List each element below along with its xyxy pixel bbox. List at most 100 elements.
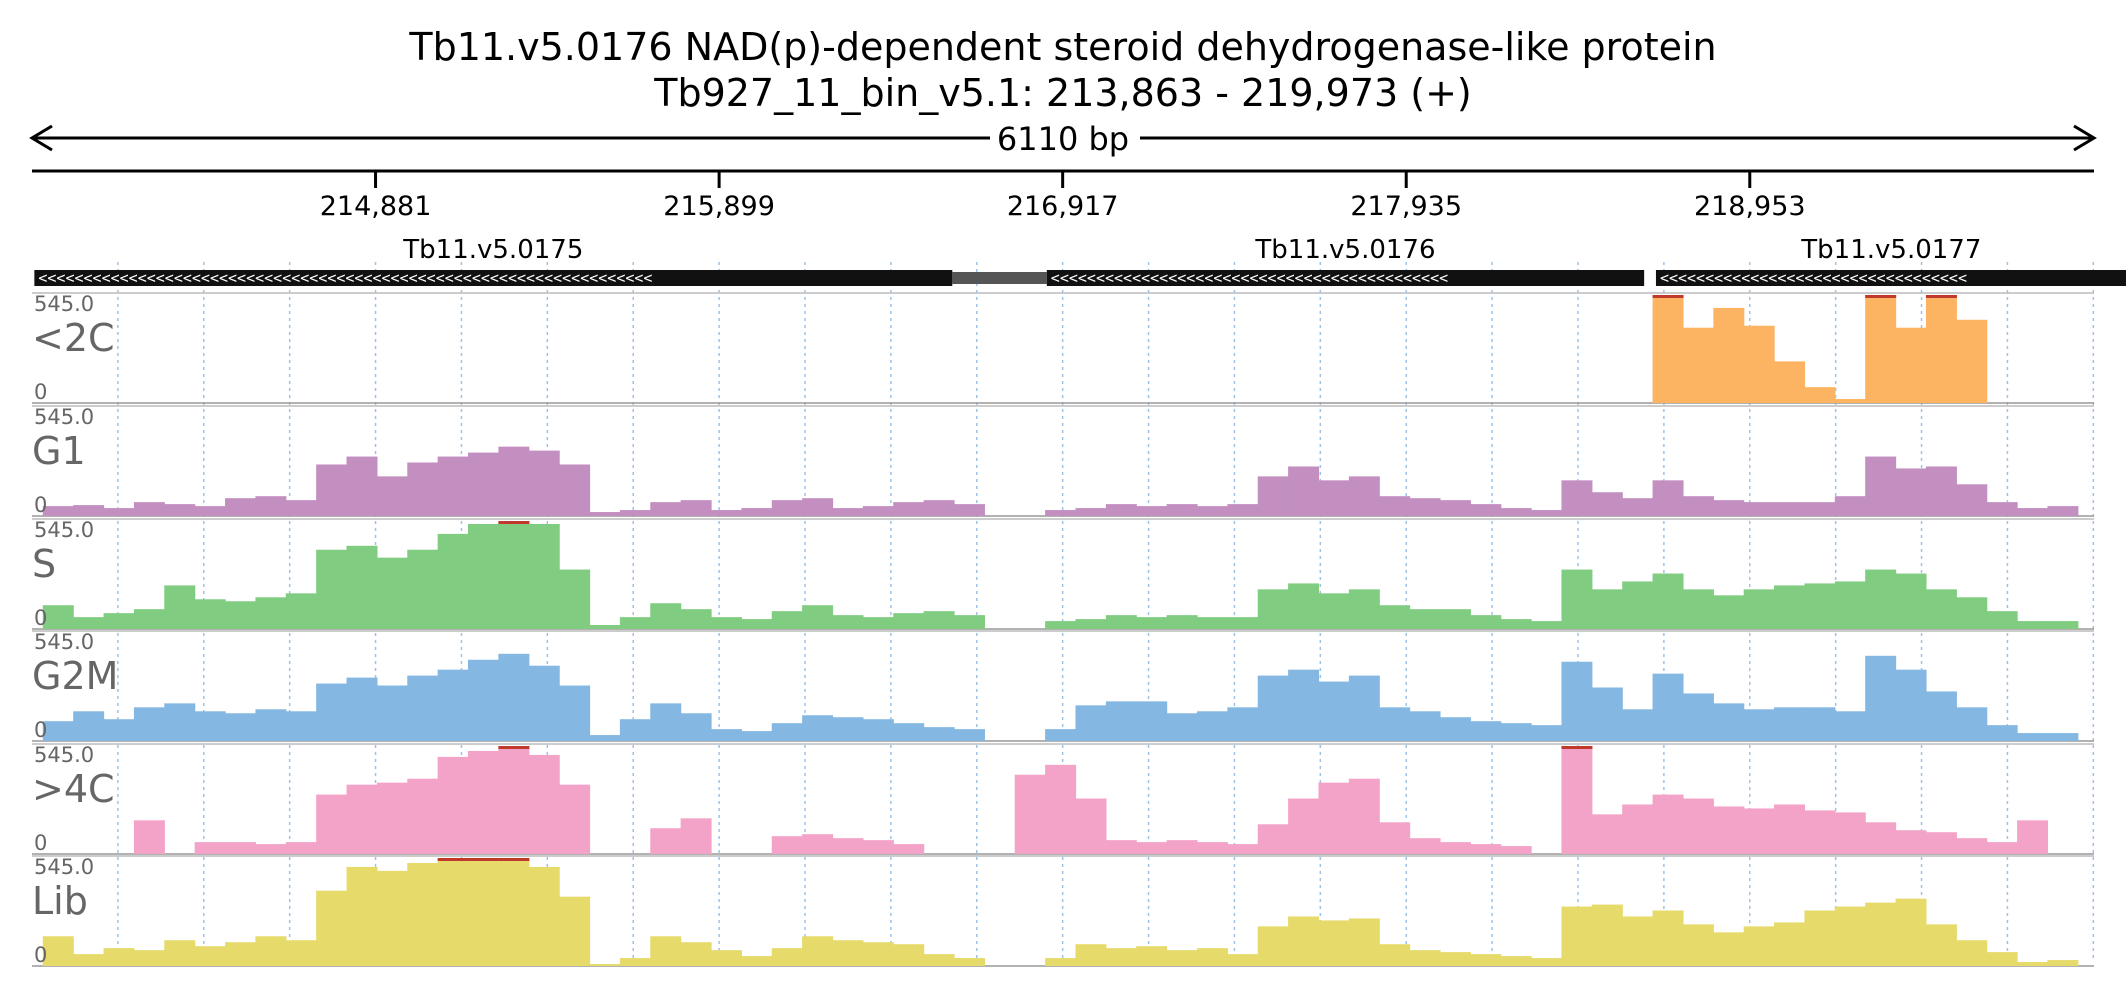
coverage-bar: [407, 778, 439, 854]
coverage-bar: [468, 523, 499, 629]
coverage-bar: [1500, 723, 1532, 741]
coverage-bar: [1227, 504, 1259, 516]
coverage-bar: [285, 593, 317, 629]
coverage-bar: [711, 729, 742, 741]
coverage-bar: [1561, 569, 1593, 629]
x-tick-label: 217,935: [1350, 191, 1462, 222]
coverage-bar: [1713, 703, 1745, 741]
coverage-bar: [619, 958, 651, 966]
track-ymin-label: 0: [34, 718, 47, 742]
coverage-bar: [42, 936, 74, 966]
track-name: S: [32, 542, 56, 586]
coverage-bar: [893, 613, 925, 629]
coverage-bar: [133, 502, 165, 516]
coverage-bar: [1682, 589, 1714, 629]
coverage-bar: [680, 942, 712, 966]
coverage-bar: [1470, 615, 1502, 629]
coverage-bar: [1227, 954, 1259, 966]
coverage-bar: [1288, 798, 1320, 854]
coverage-bar: [316, 549, 348, 629]
coverage-bar: [1348, 476, 1380, 516]
coverage-bar: [498, 653, 530, 741]
coverage-bar: [2047, 621, 2079, 629]
coverage-bar: [285, 842, 317, 854]
coverage-bar: [1834, 711, 1866, 741]
coordinate-axis: 214,881 215,899 216,917 217,935 218,953: [32, 169, 2094, 222]
coverage-bar: [1591, 492, 1623, 516]
coverage-bar: [1136, 506, 1168, 516]
coverage-bar: [589, 625, 621, 629]
coverage-bar: [1652, 910, 1684, 966]
coverage-bar: [1561, 480, 1593, 516]
coverage-bar: [1865, 655, 1897, 741]
coverage-bar: [164, 703, 196, 741]
coverage-bar: [1774, 804, 1806, 854]
coverage-bar: [680, 500, 712, 516]
coverage-bar: [1986, 842, 2018, 854]
coverage-bar: [1804, 583, 1836, 629]
x-tick-label: 218,953: [1694, 191, 1806, 222]
coverage-bar: [1470, 721, 1502, 741]
coverage-bar: [1257, 926, 1289, 966]
x-tick-label: 215,899: [663, 191, 775, 222]
coverage-bar: [1318, 593, 1350, 629]
coverage-bar: [711, 950, 742, 966]
coverage-bar: [376, 685, 408, 741]
clip-marker: [1865, 295, 1897, 298]
coverage-bar: [1865, 822, 1897, 854]
strand-arrows-icon: <<<<<<<<<<<<<<<<<<<<<<<<<<<<<<<<<<<<<<<<…: [38, 269, 652, 287]
coverage-bar: [1318, 920, 1350, 966]
coverage-bar: [285, 940, 317, 966]
coverage-bar: [1409, 838, 1441, 854]
coverage-bar: [164, 504, 196, 516]
track-ymax-label: 545.0: [34, 855, 94, 879]
coverage-bar: [711, 510, 742, 516]
coverage-bar: [316, 794, 348, 854]
x-tick-label: 216,917: [1007, 191, 1119, 222]
track-name: >4C: [32, 767, 115, 811]
coverage-bar: [1834, 581, 1866, 629]
coverage-bar: [953, 729, 985, 741]
coverage-bar: [1925, 295, 1957, 403]
coverage-bar: [255, 844, 287, 854]
coverage-bar: [346, 677, 378, 741]
coverage-bar: [1105, 840, 1137, 854]
coverage-bar: [73, 505, 105, 516]
coverage-bar: [1622, 709, 1654, 741]
coverage-bar: [893, 844, 925, 854]
coverage-bar: [1713, 806, 1745, 854]
coverage-bar: [953, 615, 985, 629]
coverage-bar: [650, 603, 682, 629]
coverage-bar: [1591, 687, 1623, 741]
coverage-bar: [1925, 589, 1957, 629]
coverage-bar: [1379, 944, 1411, 966]
coverage-bar: [1196, 948, 1228, 966]
coverage-bar: [1409, 711, 1441, 741]
clip-marker: [1561, 746, 1593, 749]
coverage-bar: [1774, 502, 1806, 516]
coverage-bar: [194, 506, 226, 516]
coverage-tracks: 545.00<2C545.00G1545.00S545.00G2M545.00>…: [32, 292, 2094, 967]
coverage-bar: [1105, 948, 1137, 966]
coverage-bar: [1834, 399, 1866, 403]
coverage-bar: [194, 842, 226, 854]
coverage-bar: [1531, 510, 1563, 516]
coverage-bar: [468, 659, 499, 741]
coverage-bar: [528, 450, 560, 516]
track-ymin-label: 0: [34, 943, 47, 967]
coverage-bar: [1591, 904, 1623, 966]
coverage-bar: [1682, 693, 1714, 741]
coverage-bar: [528, 523, 560, 629]
coverage-bar: [1682, 496, 1714, 516]
coverage-bar: [1257, 476, 1289, 516]
coverage-bar: [1652, 295, 1684, 403]
coverage-bar: [1804, 502, 1836, 516]
coverage-bar: [1531, 958, 1563, 966]
coverage-bar: [1196, 711, 1228, 741]
coverage-bar: [862, 506, 894, 516]
gene-label: Tb11.v5.0177: [1800, 235, 1981, 265]
clip-marker: [498, 746, 530, 749]
coverage-bar: [1834, 496, 1866, 516]
coverage-bar: [559, 569, 591, 629]
coverage-bar: [2017, 733, 2049, 741]
